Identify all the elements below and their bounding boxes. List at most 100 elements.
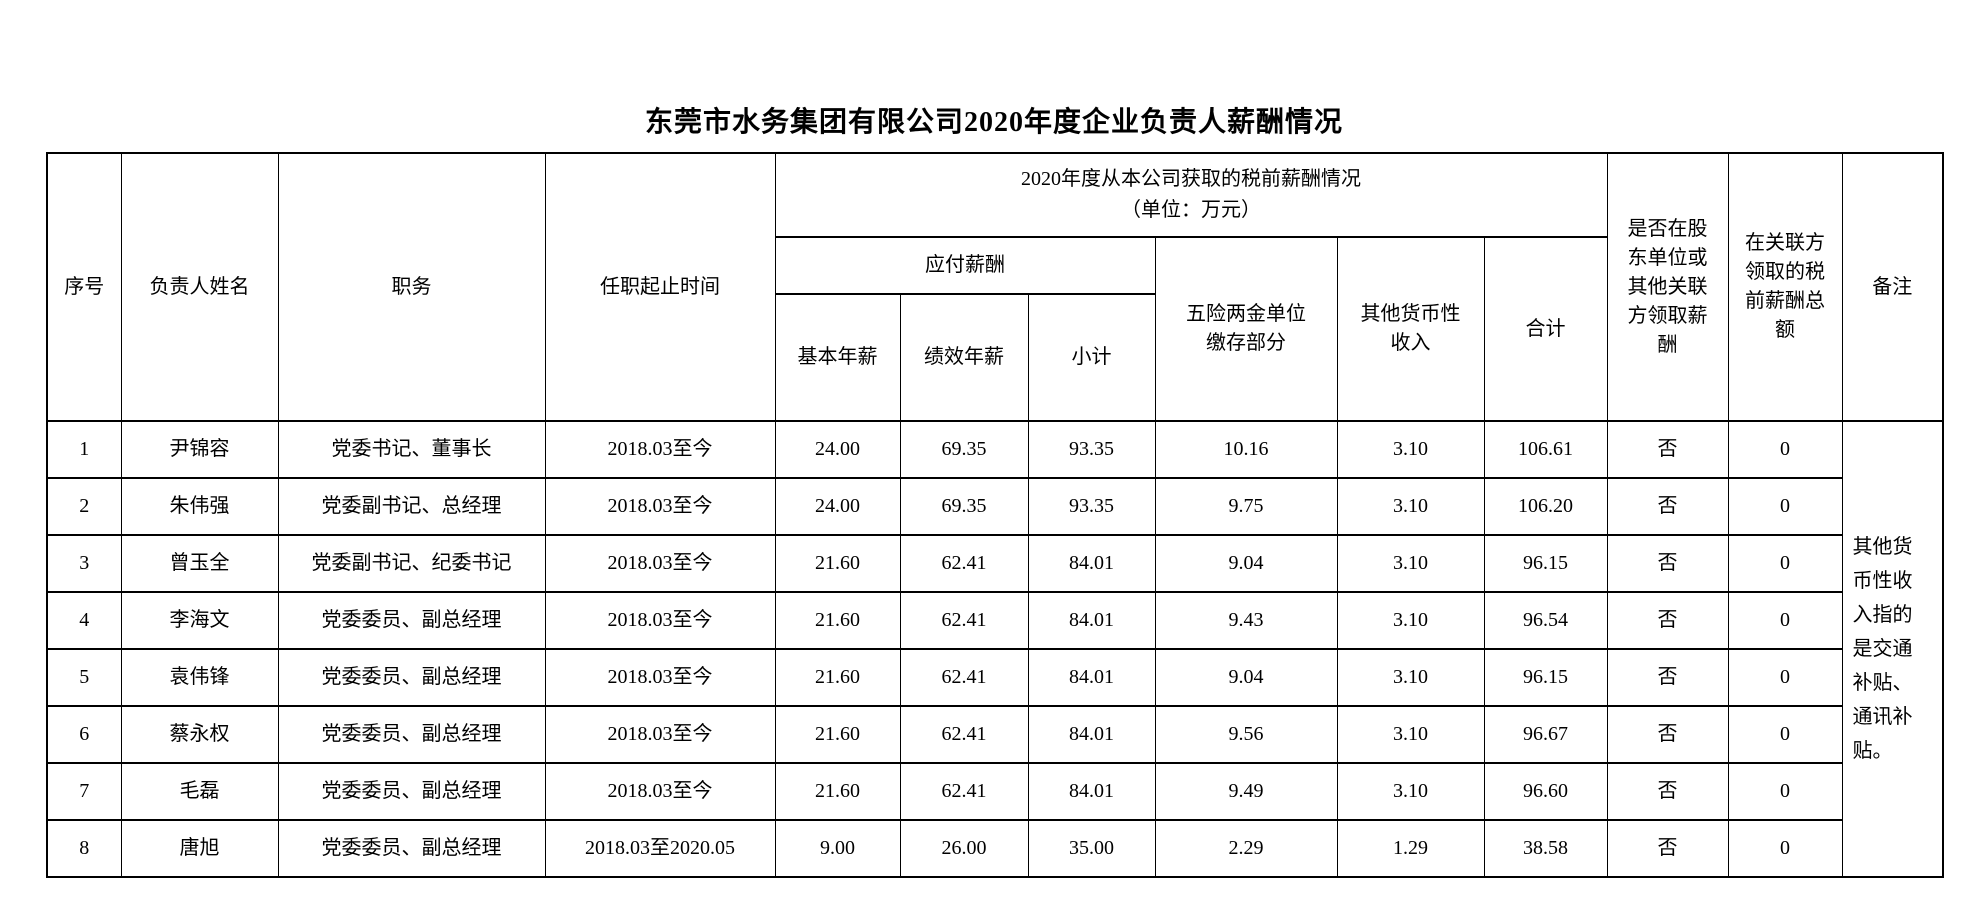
cell-subtotal: 84.01 xyxy=(1027,534,1156,593)
cell-name: 李海文 xyxy=(120,591,279,650)
cell-related-total: 0 xyxy=(1727,819,1843,878)
cell-name: 唐旭 xyxy=(120,819,279,878)
cell-subtotal: 84.01 xyxy=(1027,648,1156,707)
cell-other: 3.10 xyxy=(1336,534,1485,593)
header-row-3: 基本年薪 绩效年薪 小计 xyxy=(47,293,1943,422)
cell-insurance: 9.04 xyxy=(1154,534,1338,593)
cell-term: 2018.03至今 xyxy=(544,420,776,479)
cell-base: 21.60 xyxy=(774,591,901,650)
cell-related-pay: 否 xyxy=(1606,819,1729,878)
col-header-term: 任职起止时间 xyxy=(544,152,776,422)
table-row: 1 尹锦容 党委书记、董事长 2018.03至今 24.00 69.35 93.… xyxy=(46,420,1944,878)
col-header-remark: 备注 xyxy=(1841,152,1944,422)
salary-table: 序号 负责人姓名 职务 任职起止时间 2020年度从本公司获取的税前薪酬情况 （… xyxy=(46,152,1945,878)
cell-related-pay: 否 xyxy=(1606,648,1729,707)
cell-seq: 3 xyxy=(46,534,122,593)
cell-related-total: 0 xyxy=(1727,534,1843,593)
cell-seq: 4 xyxy=(46,591,122,650)
col-header-related-total: 在关联方领取的税前薪酬总额 xyxy=(1727,152,1843,422)
cell-perf: 69.35 xyxy=(899,477,1029,536)
col-header-position: 职务 xyxy=(277,152,546,422)
cell-related-pay: 否 xyxy=(1606,477,1729,536)
cell-seq: 2 xyxy=(46,477,122,536)
cell-other: 3.10 xyxy=(1336,705,1485,764)
cell-related-pay: 否 xyxy=(1606,762,1729,821)
cell-subtotal: 84.01 xyxy=(1027,762,1156,821)
col-header-subtotal: 小计 xyxy=(1027,293,1156,422)
cell-total: 96.54 xyxy=(1483,591,1608,650)
cell-base: 21.60 xyxy=(774,762,901,821)
cell-total: 96.67 xyxy=(1483,705,1608,764)
cell-total: 106.61 xyxy=(1483,420,1608,479)
cell-related-pay: 否 xyxy=(1606,534,1729,593)
table-row: 2 朱伟强 党委副书记、总经理 2018.03至今 24.00 69.35 93… xyxy=(46,477,1943,536)
cell-term: 2018.03至今 xyxy=(544,648,776,707)
cell-position: 党委副书记、总经理 xyxy=(277,477,546,536)
cell-position: 党委书记、董事长 xyxy=(277,420,546,479)
cell-other: 3.10 xyxy=(1336,762,1485,821)
col-header-name: 负责人姓名 xyxy=(120,152,279,422)
cell-position: 党委委员、副总经理 xyxy=(277,705,546,764)
col-header-related-pay: 是否在股东单位或其他关联方领取薪酬 xyxy=(1606,152,1729,422)
cell-related-total: 0 xyxy=(1727,705,1843,764)
cell-related-total: 0 xyxy=(1727,477,1843,536)
cell-base: 24.00 xyxy=(774,420,901,479)
cell-other: 3.10 xyxy=(1336,420,1485,479)
cell-remark: 其他货币性收入指的是交通补贴、通讯补贴。 xyxy=(1841,420,1944,878)
cell-position: 党委委员、副总经理 xyxy=(277,648,546,707)
cell-term: 2018.03至今 xyxy=(544,534,776,593)
cell-base: 21.60 xyxy=(774,534,901,593)
header-row-2: 应付薪酬 五险两金单位缴存部分 其他货币性收入 合计 xyxy=(47,236,1943,422)
cell-total: 106.20 xyxy=(1483,477,1608,536)
cell-other: 3.10 xyxy=(1336,477,1485,536)
cell-base: 9.00 xyxy=(774,819,901,878)
cell-insurance: 9.04 xyxy=(1154,648,1338,707)
cell-insurance: 10.16 xyxy=(1154,420,1338,479)
cell-perf: 26.00 xyxy=(899,819,1029,878)
cell-other: 3.10 xyxy=(1336,648,1485,707)
col-group-pretax-salary: 2020年度从本公司获取的税前薪酬情况 （单位：万元） xyxy=(774,152,1608,238)
col-group-payable-salary: 应付薪酬 xyxy=(774,236,1156,295)
cell-subtotal: 93.35 xyxy=(1027,477,1156,536)
cell-term: 2018.03至今 xyxy=(544,705,776,764)
cell-position: 党委委员、副总经理 xyxy=(277,819,546,878)
cell-total: 38.58 xyxy=(1483,819,1608,878)
cell-perf: 62.41 xyxy=(899,591,1029,650)
cell-other: 3.10 xyxy=(1336,591,1485,650)
cell-insurance: 9.43 xyxy=(1154,591,1338,650)
cell-other: 1.29 xyxy=(1336,819,1485,878)
cell-term: 2018.03至今 xyxy=(544,477,776,536)
cell-base: 21.60 xyxy=(774,705,901,764)
cell-subtotal: 84.01 xyxy=(1027,705,1156,764)
table-row: 4 李海文 党委委员、副总经理 2018.03至今 21.60 62.41 84… xyxy=(46,591,1943,650)
header-row-1: 序号 负责人姓名 职务 任职起止时间 2020年度从本公司获取的税前薪酬情况 （… xyxy=(46,152,1944,422)
cell-related-total: 0 xyxy=(1727,420,1843,479)
table-row: 3 曾玉全 党委副书记、纪委书记 2018.03至今 21.60 62.41 8… xyxy=(46,534,1943,593)
cell-perf: 69.35 xyxy=(899,420,1029,479)
cell-perf: 62.41 xyxy=(899,762,1029,821)
cell-seq: 5 xyxy=(46,648,122,707)
cell-seq: 1 xyxy=(46,420,122,479)
page-title: 东莞市水务集团有限公司2020年度企业负责人薪酬情况 xyxy=(644,107,1343,138)
cell-total: 96.60 xyxy=(1483,762,1608,821)
table-row: 7 毛磊 党委委员、副总经理 2018.03至今 21.60 62.41 84.… xyxy=(46,762,1943,821)
cell-name: 袁伟锋 xyxy=(120,648,279,707)
cell-seq: 6 xyxy=(46,705,122,764)
cell-term: 2018.03至2020.05 xyxy=(544,819,776,878)
cell-related-total: 0 xyxy=(1727,762,1843,821)
cell-subtotal: 93.35 xyxy=(1027,420,1156,479)
cell-insurance: 2.29 xyxy=(1154,819,1338,878)
col-header-seq: 序号 xyxy=(46,152,122,422)
cell-name: 曾玉全 xyxy=(120,534,279,593)
cell-term: 2018.03至今 xyxy=(544,591,776,650)
cell-insurance: 9.49 xyxy=(1154,762,1338,821)
cell-related-total: 0 xyxy=(1727,648,1843,707)
cell-base: 24.00 xyxy=(774,477,901,536)
col-header-total: 合计 xyxy=(1483,236,1608,422)
col-header-base-salary: 基本年薪 xyxy=(774,293,901,422)
cell-position: 党委委员、副总经理 xyxy=(277,762,546,821)
cell-total: 96.15 xyxy=(1483,534,1608,593)
table-row: 5 袁伟锋 党委委员、副总经理 2018.03至今 21.60 62.41 84… xyxy=(46,648,1943,707)
cell-perf: 62.41 xyxy=(899,705,1029,764)
col-header-insurance: 五险两金单位缴存部分 xyxy=(1154,236,1338,422)
